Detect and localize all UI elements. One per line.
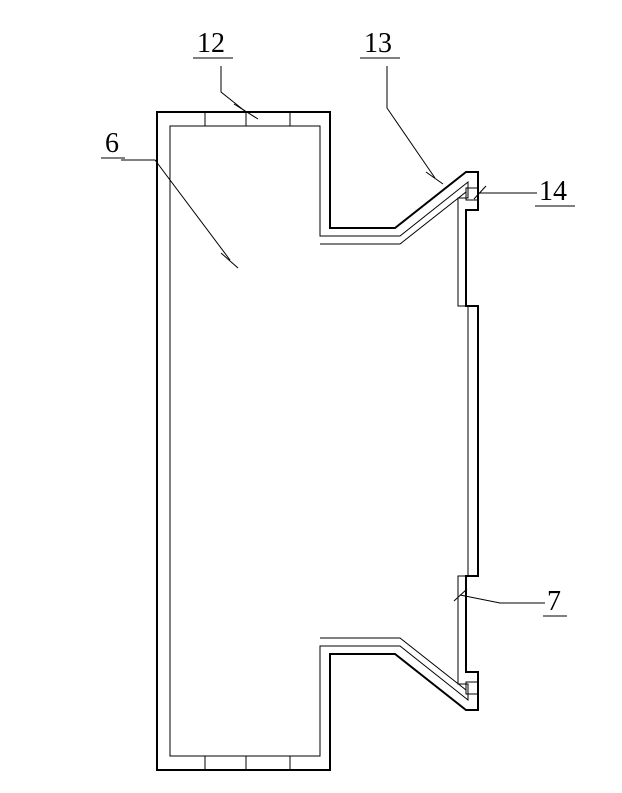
leader-l7 [460,595,545,603]
label-l14: 14 [539,176,567,207]
leader-tick-l6 [221,253,238,268]
leader-l13 [387,66,435,178]
outer-profile [157,112,478,770]
inner-profile [170,126,468,756]
label-l7: 7 [547,586,561,617]
label-l12: 12 [197,28,225,59]
leader-tick-l13 [426,172,443,184]
leader-l6 [121,160,230,260]
label-l13: 13 [364,28,392,59]
label-l6: 6 [105,128,119,159]
leader-l12 [221,66,246,112]
